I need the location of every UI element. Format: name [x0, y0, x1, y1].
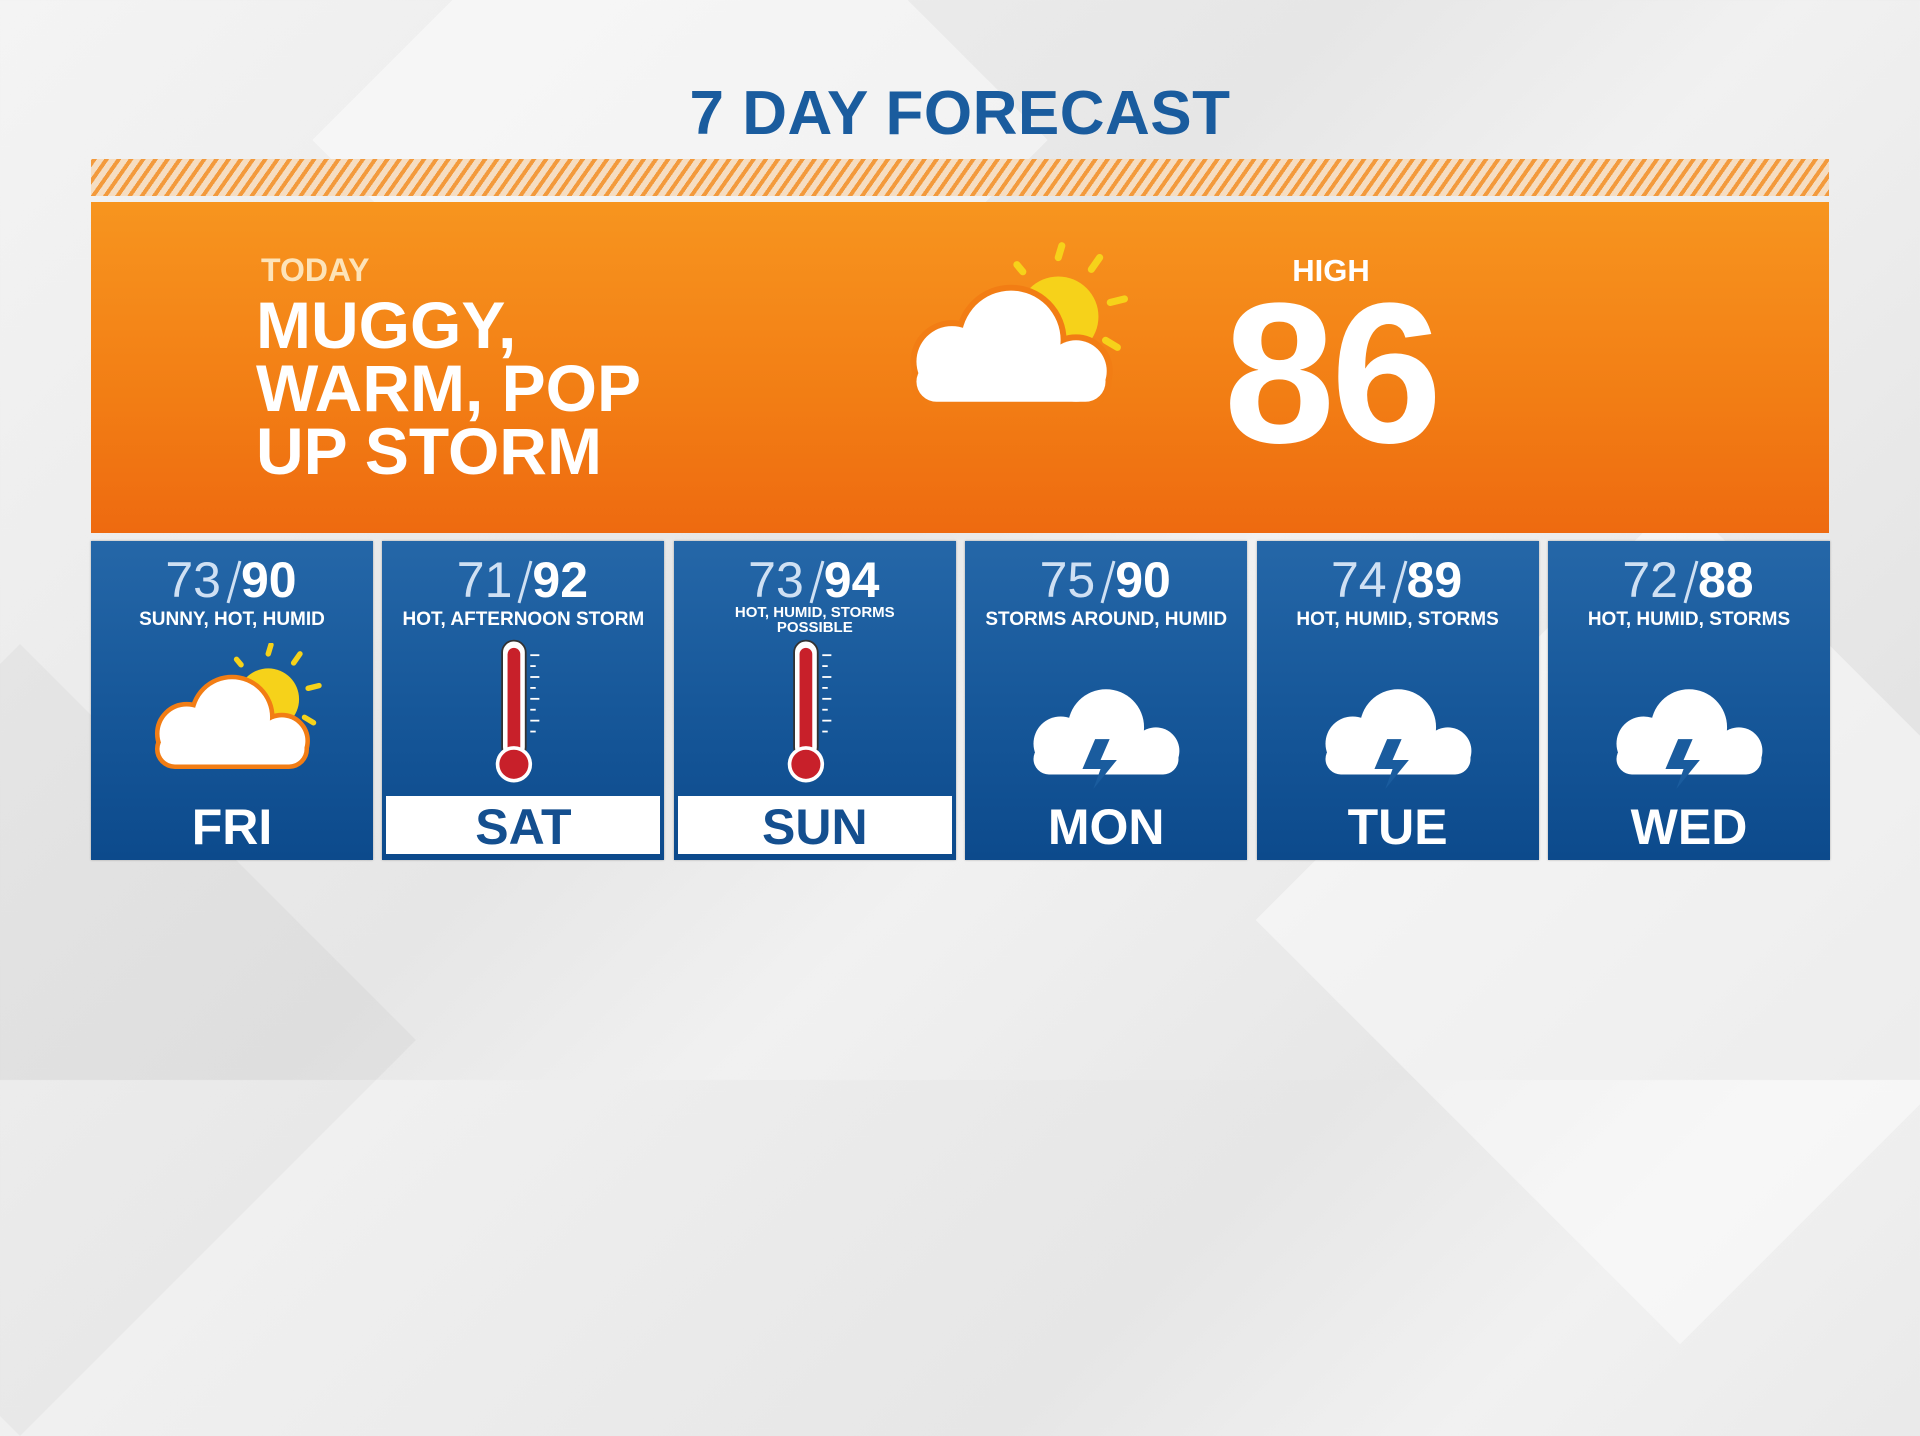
slash	[809, 560, 825, 604]
description: HOT, AFTERNOON STORM	[402, 609, 645, 630]
slash	[226, 560, 242, 604]
high-temp: 90	[241, 552, 297, 608]
high-label: HIGH	[1292, 253, 1370, 288]
description: HOT, HUMID, STORMS POSSIBLE	[734, 604, 895, 636]
low-temp: 75	[1039, 552, 1096, 608]
slash	[1100, 560, 1116, 604]
day-label: SUN	[677, 796, 952, 855]
temps: 75 90	[965, 551, 1247, 611]
high-temp: 89	[1406, 552, 1463, 608]
low-temp: 71	[456, 552, 513, 608]
today-icon	[881, 242, 1141, 422]
day-label: TUE	[1347, 799, 1448, 855]
day-card: 72 88 HOT, HUMID, STORMS WED	[1548, 541, 1830, 860]
day-card: 74 89 HOT, HUMID, STORMS TUE	[1256, 541, 1539, 860]
high-temp: 88	[1698, 552, 1754, 608]
high-temp: 92	[532, 552, 589, 608]
day-label: MON	[1047, 799, 1165, 855]
description: STORMS AROUND, HUMID	[985, 609, 1228, 630]
day-card: 75 90 STORMS AROUND, HUMID MON	[965, 541, 1248, 860]
slash	[517, 560, 533, 604]
temps: 74 89	[1257, 551, 1539, 611]
low-temp: 73	[748, 552, 804, 608]
storm-icon	[1298, 653, 1498, 798]
temps: 73 94	[674, 551, 956, 611]
temps: 73 90	[91, 551, 373, 611]
description: HOT, HUMID, STORMS	[1587, 609, 1791, 630]
high-temp: 94	[823, 552, 880, 608]
page: 7 DAY FORECAST TODAY MUGGY, WARM, POP UP…	[0, 0, 1920, 1080]
storm-icon	[1006, 653, 1206, 798]
today-summary: MUGGY, WARM, POP UP STORM	[256, 288, 642, 488]
day-card: 73 90 SUNNY, HOT, HUMID FRI	[91, 541, 373, 860]
summary-line: MUGGY,	[256, 288, 517, 362]
day-card: 71 92 HOT, AFTERNOON STORM SAT	[382, 541, 665, 860]
low-temp: 74	[1330, 552, 1387, 608]
description: HOT, HUMID, STORMS	[1296, 609, 1499, 630]
title: 7 DAY FORECAST	[689, 79, 1231, 148]
day-card: 73 94 HOT, HUMID, STORMS POSSIBLE SUN	[673, 541, 956, 860]
description: SUNNY, HOT, HUMID	[139, 609, 325, 630]
high-temp: 86	[1223, 262, 1442, 485]
storm-icon	[1589, 653, 1789, 798]
day-label: FRI	[191, 799, 273, 855]
thermometer-icon	[496, 638, 542, 783]
today-label: TODAY	[261, 252, 370, 288]
day-label: SAT	[386, 796, 661, 855]
low-temp: 72	[1622, 552, 1678, 608]
slash	[1392, 560, 1408, 604]
temps: 72 88	[1548, 551, 1830, 611]
slash	[1683, 560, 1699, 604]
summary-line: WARM, POP	[256, 351, 642, 425]
suncloud-icon	[132, 643, 332, 788]
temps: 71 92	[382, 551, 664, 611]
day-label: WED	[1630, 799, 1748, 855]
summary-line: UP STORM	[256, 414, 602, 488]
hatch-band	[91, 159, 1829, 196]
thermometer-icon	[787, 638, 833, 783]
today-panel: TODAY MUGGY, WARM, POP UP STORM HIGH 86	[91, 202, 1829, 533]
low-temp: 73	[165, 552, 221, 608]
high-temp: 90	[1115, 552, 1171, 608]
